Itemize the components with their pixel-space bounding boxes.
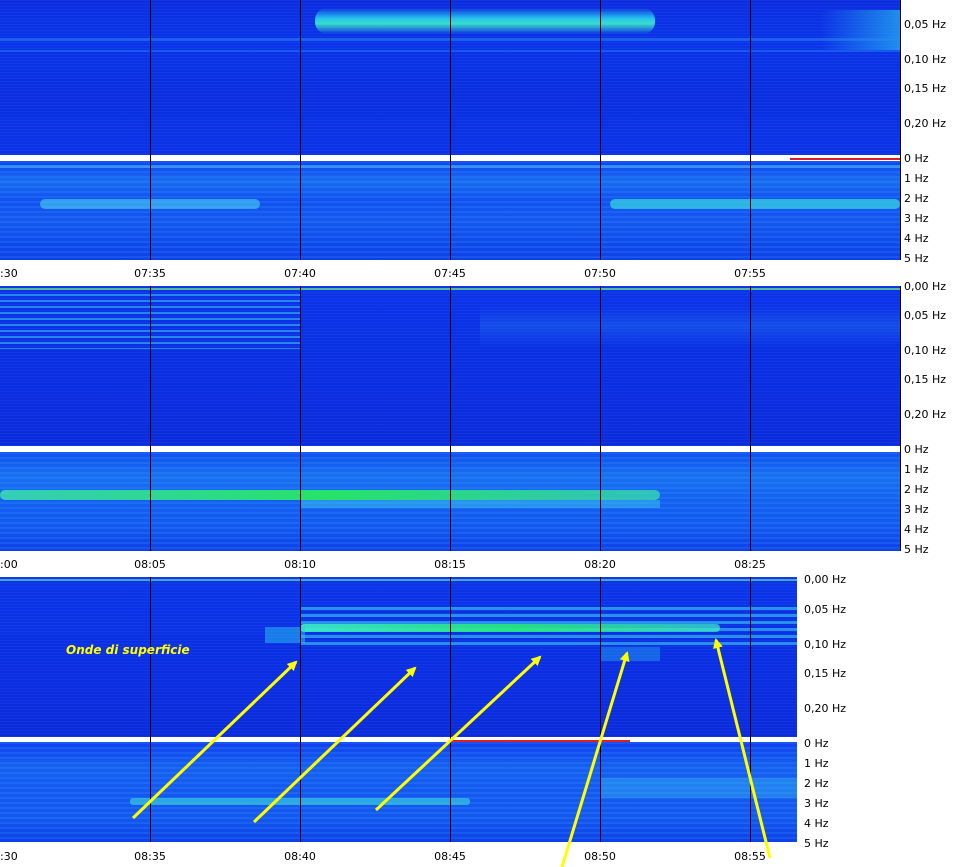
freq-label: 3 Hz <box>904 212 929 225</box>
freq-label: 0 Hz <box>804 737 829 750</box>
freq-label: 2 Hz <box>904 192 929 205</box>
arrow <box>252 666 417 824</box>
freq-label: 0,10 Hz <box>904 53 947 66</box>
grid-line <box>600 577 601 842</box>
time-label: 07:40 <box>284 267 316 280</box>
time-label: :30 <box>0 850 18 863</box>
grid-line <box>750 286 751 551</box>
time-label: 08:55 <box>734 850 766 863</box>
grid-line <box>450 577 451 842</box>
time-label: 07:50 <box>584 267 616 280</box>
grid-line <box>300 0 301 260</box>
grid-line <box>150 286 151 551</box>
grid-line <box>900 286 901 551</box>
freq-label: 5 Hz <box>804 837 829 850</box>
grid-line <box>450 286 451 551</box>
grid-line <box>750 0 751 260</box>
freq-label: 3 Hz <box>904 503 929 516</box>
time-label: 08:20 <box>584 558 616 571</box>
grid-line <box>150 577 151 842</box>
time-label: 08:35 <box>134 850 166 863</box>
time-axis-2: :00 08:05 08:10 08:15 08:20 08:25 <box>0 551 957 577</box>
time-label: 08:40 <box>284 850 316 863</box>
grid-line <box>450 0 451 260</box>
grid-line <box>750 577 751 842</box>
high-freq-spectrogram-3 <box>0 742 797 842</box>
time-axis-3: :30 08:35 08:40 08:45 08:50 08:55 <box>0 842 957 867</box>
freq-label: 0,00 Hz <box>904 280 947 293</box>
freq-label: 0 Hz <box>904 152 929 165</box>
freq-label: 2 Hz <box>904 483 929 496</box>
freq-label: 5 Hz <box>904 252 929 265</box>
freq-label: 0,15 Hz <box>904 82 947 95</box>
freq-label: 0 Hz <box>904 443 929 456</box>
arrow <box>131 660 298 820</box>
freq-label: 0,20 Hz <box>804 702 847 715</box>
freq-label: 4 Hz <box>904 523 929 536</box>
freq-label: 0,05 Hz <box>904 309 947 322</box>
time-label: 07:45 <box>434 267 466 280</box>
time-label: 08:15 <box>434 558 466 571</box>
grid-line <box>600 286 601 551</box>
arrow <box>713 638 772 859</box>
separator-3 <box>0 737 797 742</box>
freq-label: 0,05 Hz <box>804 603 847 616</box>
arrow <box>374 655 542 812</box>
freq-label: 4 Hz <box>804 817 829 830</box>
time-label: 08:45 <box>434 850 466 863</box>
grid-line <box>600 0 601 260</box>
freq-label: 1 Hz <box>804 757 829 770</box>
freq-label: 0,20 Hz <box>904 408 947 421</box>
freq-label: 2 Hz <box>804 777 829 790</box>
freq-label: 0,15 Hz <box>904 373 947 386</box>
time-label: 08:10 <box>284 558 316 571</box>
freq-label: 1 Hz <box>904 463 929 476</box>
time-axis-1: :30 07:35 07:40 07:45 07:50 07:55 <box>0 260 957 286</box>
freq-label: 1 Hz <box>904 172 929 185</box>
freq-label: 0,15 Hz <box>804 667 847 680</box>
time-label: 08:25 <box>734 558 766 571</box>
freq-label: 0,00 Hz <box>804 573 847 586</box>
arrow <box>560 651 630 867</box>
freq-label: 0,10 Hz <box>904 344 947 357</box>
time-label: 08:05 <box>134 558 166 571</box>
freq-label: 0,05 Hz <box>904 18 947 31</box>
time-label: 07:35 <box>134 267 166 280</box>
time-label: :30 <box>0 267 18 280</box>
freq-label: 0,20 Hz <box>904 117 947 130</box>
time-label: 08:50 <box>584 850 616 863</box>
grid-line <box>150 0 151 260</box>
freq-label: 5 Hz <box>904 543 929 556</box>
surface-waves-annotation: Onde di superficie <box>66 643 190 657</box>
time-label: 07:55 <box>734 267 766 280</box>
freq-label: 0,10 Hz <box>804 638 847 651</box>
grid-line <box>900 0 901 260</box>
grid-line <box>300 286 301 551</box>
freq-label: 3 Hz <box>804 797 829 810</box>
time-label: :00 <box>0 558 18 571</box>
freq-label: 4 Hz <box>904 232 929 245</box>
grid-line <box>300 577 301 842</box>
